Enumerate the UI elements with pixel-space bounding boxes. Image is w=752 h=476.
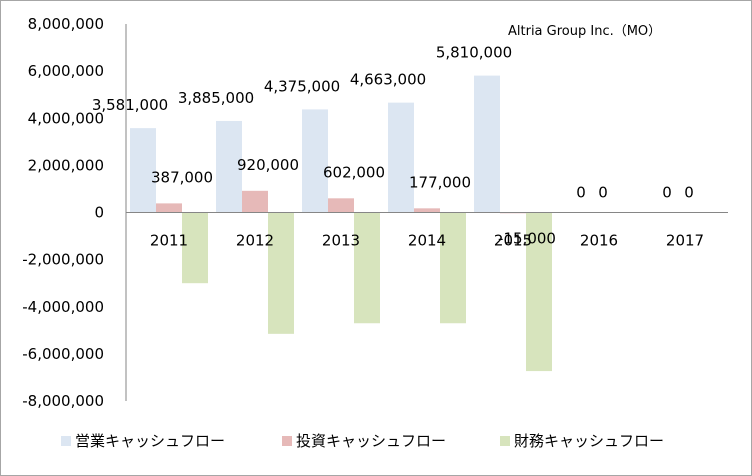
data-label-series2-2011: 387,000 (151, 168, 213, 186)
data-label-series1-2014: 4,663,000 (350, 71, 426, 89)
bar-series3-2015 (526, 212, 552, 372)
legend-swatch-1 (61, 436, 71, 446)
x-category-label: 2016 (580, 232, 618, 250)
y-tick-label: -8,000,000 (22, 392, 104, 410)
x-category-label: 2012 (236, 232, 274, 250)
data-labels: 3,581,000 3,885,000 4,375,000 4,663,000 5,81… (92, 44, 694, 248)
legend: 営業キャッシュフロー 投資キャッシュフロー 財務キャッシュフロー (61, 432, 664, 450)
legend-swatch-2 (282, 436, 292, 446)
x-category-label: 2011 (150, 232, 188, 250)
legend-label-1: 営業キャッシュフロー (75, 432, 225, 450)
y-tick-label: -6,000,000 (22, 345, 104, 363)
bar-series2-2014 (414, 208, 440, 213)
legend-label-2: 投資キャッシュフロー (296, 432, 446, 450)
bar-series3-2014 (440, 212, 466, 324)
data-label-series2-2016: 0 (598, 184, 608, 202)
y-tick-label: 2,000,000 (28, 156, 104, 174)
bar-series1-2011 (130, 128, 156, 213)
y-tick-label: 8,000,000 (28, 15, 104, 33)
bar-series1-2014 (388, 102, 414, 213)
bar-series1-2013 (302, 109, 328, 213)
data-label-series1-2017: 0 (662, 184, 672, 202)
bar-series3-2012 (268, 212, 294, 334)
y-tick-label: 4,000,000 (28, 109, 104, 127)
x-category-label: 2015 (494, 232, 532, 250)
chart-annotation: Altria Group Inc.（MO） (508, 24, 661, 39)
bar-series1-2015 (474, 75, 500, 213)
data-label-series2-2013: 602,000 (323, 163, 385, 181)
data-label-series1-2015: 5,810,000 (436, 44, 512, 62)
data-label-series1-2012: 3,885,000 (178, 89, 254, 107)
y-tick-label: -4,000,000 (22, 298, 104, 316)
legend-label-3: 財務キャッシュフロー (514, 432, 664, 450)
bar-series1-2012 (216, 120, 242, 213)
legend-swatch-3 (500, 436, 510, 446)
data-label-series2-2014: 177,000 (409, 173, 471, 191)
bar-series2-2013 (328, 198, 354, 213)
y-tick-label: -2,000,000 (22, 251, 104, 269)
bar-series2-2012 (242, 190, 268, 213)
data-label-series1-2016: 0 (576, 184, 586, 202)
data-label-series2-2017: 0 (684, 184, 694, 202)
x-category-labels: 2011 2012 2013 2014 2015 2016 2017 (150, 232, 704, 250)
bar-series3-2013 (354, 212, 380, 324)
x-category-label: 2013 (322, 232, 360, 250)
data-label-series1-2013: 4,375,000 (264, 77, 340, 95)
bar-series3-2011 (182, 212, 208, 284)
bars (130, 75, 552, 372)
data-label-series2-2015: -15,000 (498, 230, 556, 248)
data-label-series2-2012: 920,000 (237, 156, 299, 174)
y-tick-label: 0 (94, 204, 104, 222)
y-tick-label: 6,000,000 (28, 62, 104, 80)
x-category-label: 2014 (408, 232, 446, 250)
bar-series2-2011 (156, 203, 182, 213)
y-tick-labels: 8,000,000 6,000,000 4,000,000 2,000,000 0 -2,… (22, 15, 104, 410)
data-label-series1-2011: 3,581,000 (92, 96, 168, 114)
x-category-label: 2017 (666, 232, 704, 250)
